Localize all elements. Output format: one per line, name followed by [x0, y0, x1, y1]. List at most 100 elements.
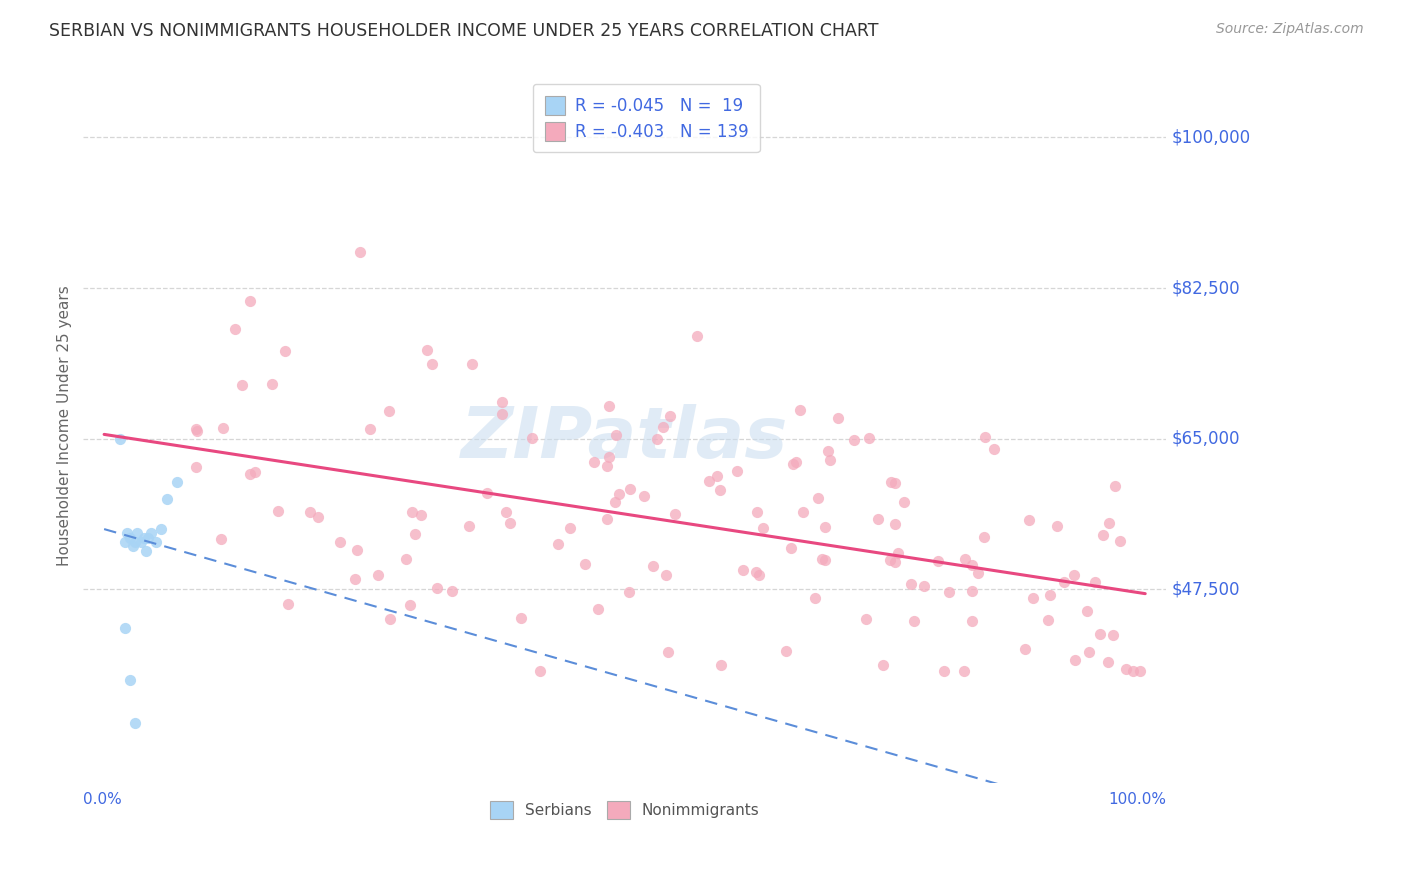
Point — [186, 422, 208, 436]
Point — [733, 563, 755, 577]
Point — [818, 452, 841, 467]
Point — [1039, 588, 1062, 602]
Point — [1077, 645, 1099, 659]
Point — [748, 568, 770, 582]
Point — [274, 344, 297, 359]
Point — [603, 494, 626, 508]
Point — [775, 644, 797, 658]
Point — [883, 517, 905, 532]
Point — [884, 476, 907, 491]
Point — [122, 539, 145, 553]
Point — [709, 483, 731, 498]
Point — [135, 543, 157, 558]
Point — [120, 673, 142, 687]
Point — [1122, 664, 1144, 678]
Point — [298, 505, 321, 519]
Point — [426, 581, 449, 595]
Point — [607, 486, 630, 500]
Point — [411, 508, 433, 523]
Point — [307, 510, 329, 524]
Point — [952, 664, 974, 678]
Point — [654, 568, 676, 582]
Point — [377, 404, 399, 418]
Point — [499, 516, 522, 530]
Point — [893, 494, 915, 508]
Point — [647, 432, 669, 446]
Point — [900, 577, 922, 591]
Point — [457, 519, 479, 533]
Point — [880, 475, 903, 490]
Point — [855, 612, 877, 626]
Point — [1036, 613, 1059, 627]
Point — [962, 584, 984, 599]
Point — [243, 465, 266, 479]
Point — [804, 591, 827, 605]
Point — [785, 455, 807, 469]
Point — [1102, 628, 1125, 642]
Point — [586, 601, 609, 615]
Point — [932, 664, 955, 678]
Point — [747, 505, 769, 519]
Point — [605, 428, 627, 442]
Point — [842, 433, 865, 447]
Text: 100.0%: 100.0% — [1108, 791, 1166, 806]
Point — [1046, 518, 1069, 533]
Point — [440, 583, 463, 598]
Point — [346, 542, 368, 557]
Point — [186, 424, 208, 438]
Text: SERBIAN VS NONIMMIGRANTS HOUSEHOLDER INCOME UNDER 25 YEARS CORRELATION CHART: SERBIAN VS NONIMMIGRANTS HOUSEHOLDER INC… — [49, 22, 879, 40]
Point — [817, 443, 839, 458]
Point — [697, 475, 720, 489]
Point — [529, 664, 551, 678]
Point — [827, 411, 849, 425]
Point — [883, 555, 905, 569]
Point — [166, 475, 188, 489]
Point — [973, 530, 995, 544]
Point — [872, 657, 894, 672]
Point — [114, 535, 136, 549]
Point — [343, 572, 366, 586]
Point — [262, 377, 284, 392]
Point — [598, 399, 620, 413]
Point — [780, 541, 803, 555]
Point — [359, 422, 381, 436]
Point — [1129, 664, 1152, 678]
Point — [209, 533, 232, 547]
Point — [887, 546, 910, 560]
Point — [145, 535, 167, 549]
Point — [547, 537, 569, 551]
Point — [277, 597, 299, 611]
Point — [1052, 575, 1074, 590]
Point — [129, 535, 152, 549]
Point — [491, 407, 513, 421]
Text: $65,000: $65,000 — [1171, 430, 1240, 448]
Point — [811, 551, 834, 566]
Point — [960, 558, 983, 572]
Point — [789, 402, 811, 417]
Point — [1064, 653, 1087, 667]
Point — [239, 467, 262, 481]
Point — [706, 469, 728, 483]
Point — [1076, 604, 1098, 618]
Point — [415, 343, 437, 358]
Point — [903, 614, 925, 628]
Point — [938, 585, 960, 599]
Text: $82,500: $82,500 — [1171, 279, 1240, 297]
Text: $47,500: $47,500 — [1171, 581, 1240, 599]
Point — [495, 505, 517, 519]
Point — [657, 645, 679, 659]
Point — [868, 512, 890, 526]
Point — [725, 464, 748, 478]
Point — [659, 409, 682, 423]
Point — [184, 460, 207, 475]
Point — [1108, 533, 1130, 548]
Point — [974, 430, 997, 444]
Point — [558, 521, 581, 535]
Point — [136, 531, 159, 545]
Point — [1018, 513, 1040, 527]
Point — [404, 526, 426, 541]
Point — [132, 531, 155, 545]
Point — [633, 489, 655, 503]
Point — [619, 585, 641, 599]
Point — [598, 450, 620, 464]
